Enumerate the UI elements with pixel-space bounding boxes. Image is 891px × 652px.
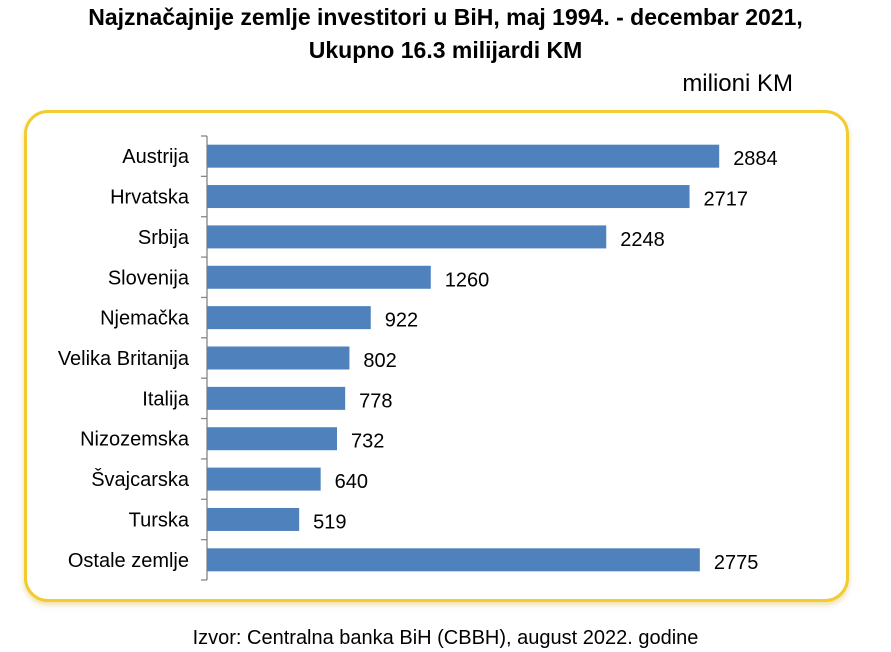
bar: [207, 467, 321, 491]
value-label: 922: [385, 310, 418, 332]
value-label: 2248: [620, 229, 665, 251]
value-label: 732: [351, 431, 384, 453]
bar: [207, 548, 700, 572]
category-label: Slovenija: [108, 267, 190, 289]
category-label: Austrija: [122, 146, 190, 168]
bar: [207, 225, 607, 249]
category-label: Nizozemska: [80, 429, 190, 451]
bar: [207, 185, 690, 209]
bar: [207, 507, 300, 531]
chart-subtitle: Ukupno 16.3 milijardi KM: [308, 37, 583, 63]
value-label: 640: [335, 471, 368, 493]
value-label: 2717: [704, 189, 749, 211]
value-label: 2775: [714, 552, 759, 574]
category-label: Turska: [129, 509, 190, 531]
bar: [207, 346, 350, 370]
value-label: 778: [359, 390, 392, 412]
chart-title-block: Najznačajnije zemlje investitori u BiH, …: [0, 1, 891, 67]
bar: [207, 427, 338, 451]
bar: [207, 265, 431, 289]
bar: [207, 144, 720, 168]
unit-label: milioni KM: [682, 70, 793, 97]
chart-title: Najznačajnije zemlje investitori u BiH, …: [88, 4, 803, 30]
value-label: 802: [363, 350, 396, 372]
value-label: 2884: [733, 148, 778, 170]
value-label: 1260: [445, 269, 490, 291]
category-label: Velika Britanija: [58, 348, 190, 370]
source-note: Izvor: Centralna banka BiH (CBBH), augus…: [192, 627, 699, 649]
bar: [207, 306, 371, 330]
bar: [207, 386, 346, 410]
category-label: Italija: [142, 388, 190, 410]
value-label: 519: [313, 511, 346, 533]
category-label: Njemačka: [100, 308, 190, 330]
category-label: Srbija: [138, 227, 190, 249]
category-label: Švajcarska: [91, 468, 190, 491]
category-label: Hrvatska: [110, 187, 190, 209]
category-label: Ostale zemlje: [68, 550, 189, 572]
